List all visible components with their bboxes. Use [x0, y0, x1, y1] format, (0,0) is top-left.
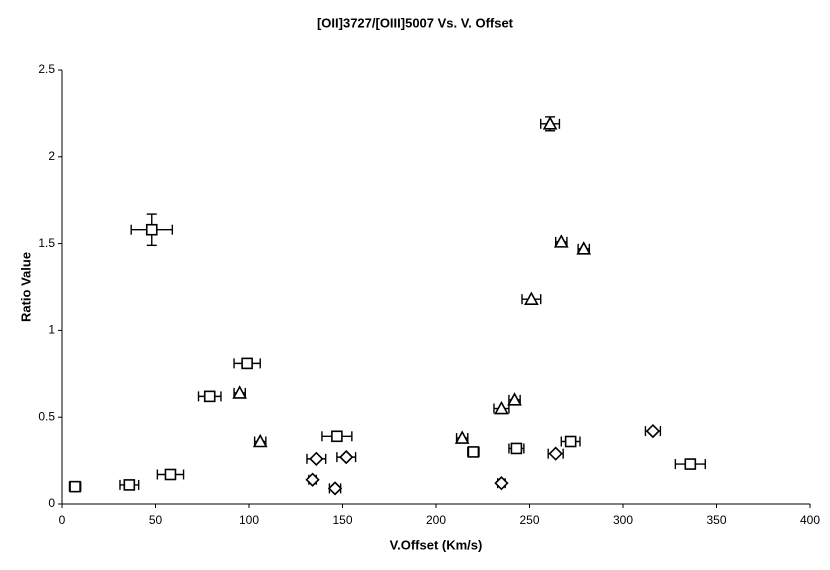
point	[576, 241, 592, 255]
point	[145, 223, 158, 236]
point	[339, 449, 354, 465]
y-axis-label: Ratio Value	[18, 252, 33, 322]
point	[684, 458, 697, 470]
x-tick-label: 350	[706, 513, 726, 527]
point	[510, 442, 523, 455]
point	[467, 446, 480, 458]
y-tick-label: 2	[48, 149, 55, 163]
x-tick-label: 300	[613, 513, 633, 527]
x-tick-label: 200	[426, 513, 446, 527]
point	[164, 468, 177, 481]
point	[494, 400, 509, 415]
point	[241, 357, 253, 370]
point	[645, 423, 661, 439]
point	[252, 433, 268, 448]
point	[524, 291, 539, 305]
point	[232, 385, 247, 399]
point	[123, 479, 136, 491]
x-tick-label: 100	[239, 513, 259, 527]
point	[203, 390, 216, 403]
x-tick-label: 250	[519, 513, 539, 527]
chart-title: [OII]3727/[OIII]5007 Vs. V. Offset	[317, 15, 514, 30]
y-tick-label: 2.5	[38, 62, 55, 76]
point	[553, 234, 569, 248]
point	[454, 430, 470, 444]
y-tick-label: 0	[48, 496, 55, 510]
x-axis-label: V.Offset (Km/s)	[390, 537, 483, 552]
point	[309, 451, 324, 466]
point	[494, 476, 509, 491]
y-tick-label: 1	[48, 323, 55, 337]
point	[507, 392, 522, 406]
y-tick-label: 1.5	[38, 236, 55, 250]
x-tick-label: 150	[332, 513, 352, 527]
point	[331, 430, 343, 443]
x-tick-label: 400	[800, 513, 820, 527]
point	[327, 481, 343, 496]
x-tick-label: 50	[149, 513, 163, 527]
y-tick-label: 0.5	[38, 409, 55, 423]
point	[548, 446, 563, 461]
x-tick-label: 0	[59, 513, 66, 527]
point	[69, 480, 81, 493]
point	[305, 472, 320, 487]
point	[542, 116, 558, 130]
point	[564, 435, 577, 448]
